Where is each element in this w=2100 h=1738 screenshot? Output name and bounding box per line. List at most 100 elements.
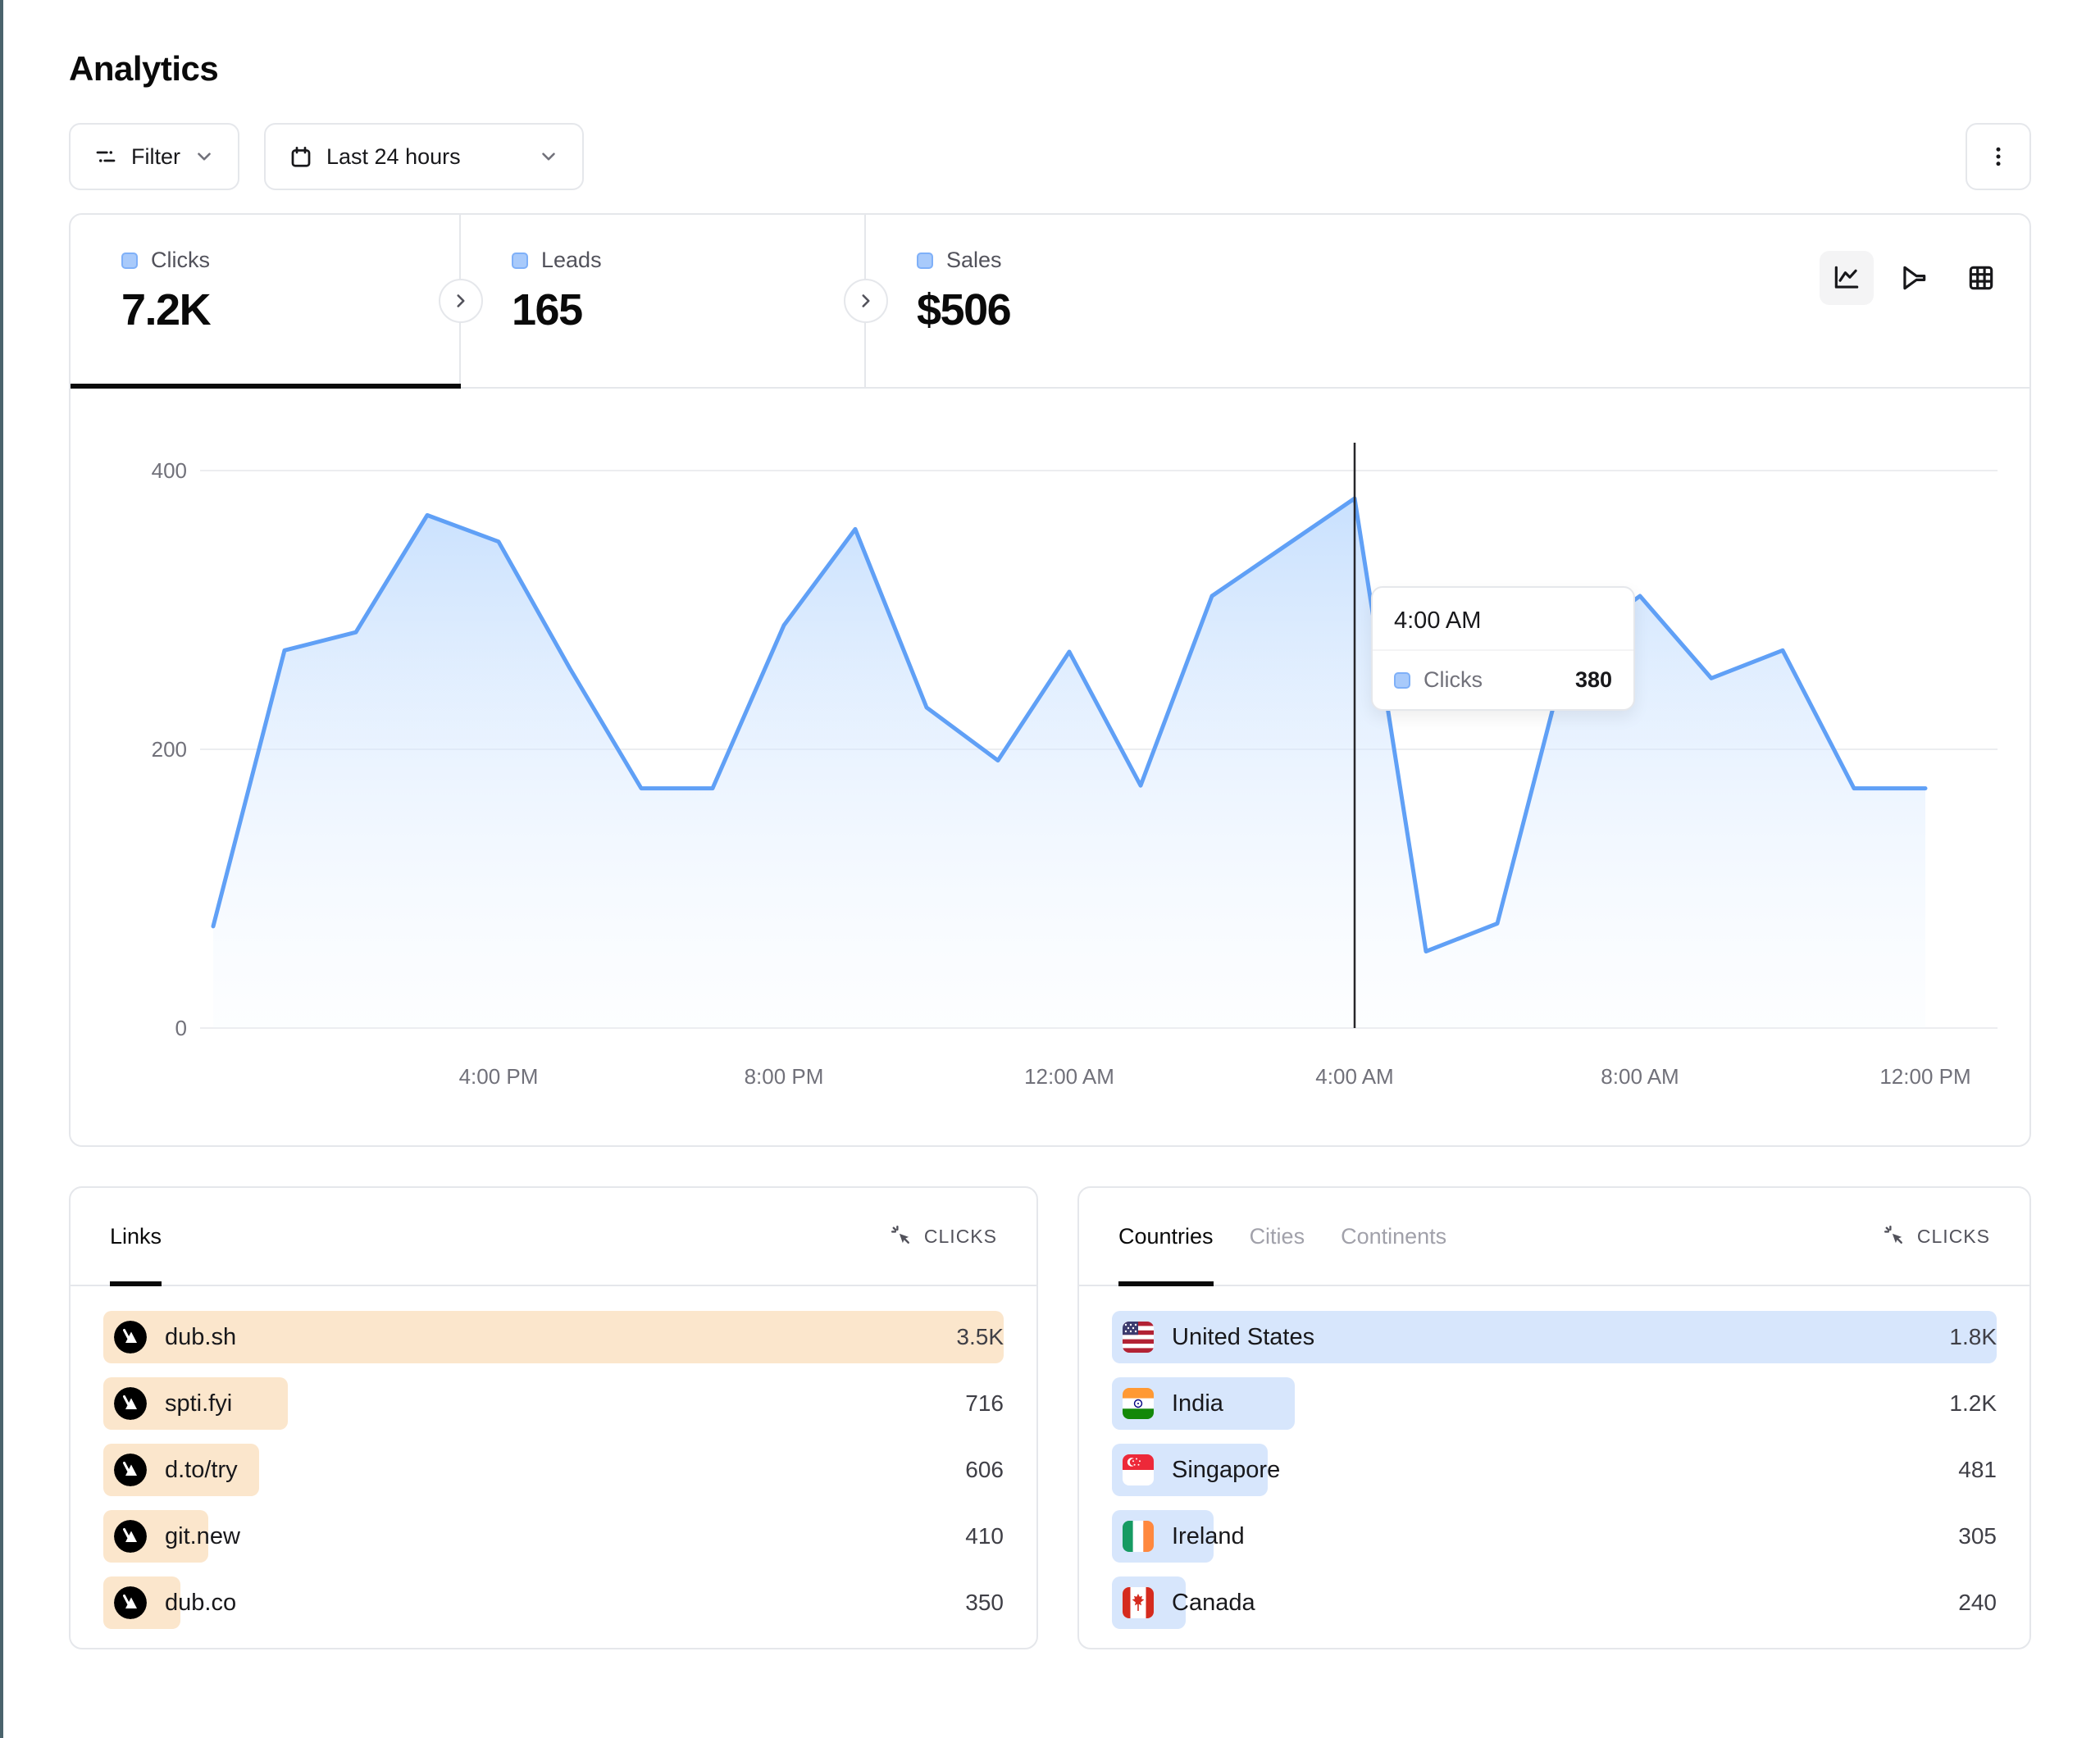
row-label: United States <box>1172 1323 1315 1350</box>
metric-value: $506 <box>917 285 1012 334</box>
row-label: India <box>1172 1390 1223 1417</box>
row-label: Singapore <box>1172 1456 1281 1483</box>
kebab-menu-icon <box>1986 144 2011 169</box>
chart-view-switcher <box>1820 251 2008 305</box>
tab-continents[interactable]: Continents <box>1341 1188 1446 1285</box>
sales-swatch-icon <box>917 252 933 269</box>
links-list: dub.sh 3.5K spti.fyi 716 d.to/try 606 git.new 4… <box>71 1286 1036 1629</box>
svg-text:0: 0 <box>175 1016 187 1040</box>
metric-label: Leads <box>541 248 602 272</box>
window-edge <box>0 0 3 1738</box>
tooltip-value: 380 <box>1574 667 1612 692</box>
countries-list: United States 1.8K India 1.2K Singapore 481 Ir… <box>1079 1286 2029 1629</box>
row-label: git.new <box>165 1522 240 1549</box>
clicks-swatch-icon <box>1394 671 1410 689</box>
metric-tabs: Clicks 7.2K Leads 165 Sales <box>71 215 2029 389</box>
row-value: 3.5K <box>956 1324 1004 1349</box>
us-flag-icon <box>1123 1322 1154 1353</box>
list-item[interactable]: India 1.2K <box>1112 1377 1997 1430</box>
row-value: 305 <box>1958 1523 1997 1549</box>
expand-leads-button[interactable] <box>844 279 888 323</box>
date-range-button[interactable]: Last 24 hours <box>264 123 584 190</box>
active-tab-indicator <box>71 384 461 389</box>
list-item[interactable]: git.new 410 <box>103 1510 1004 1563</box>
in-flag-icon <box>1123 1388 1154 1419</box>
chart-line <box>211 496 1928 953</box>
dub-logo-icon <box>114 1454 147 1486</box>
svg-text:400: 400 <box>152 458 187 483</box>
toolbar: Filter Last 24 hours <box>69 123 2031 190</box>
chevron-right-icon <box>862 294 870 307</box>
svg-text:12:00 AM: 12:00 AM <box>1024 1064 1114 1089</box>
metric-label: Clicks <box>151 248 210 272</box>
clicks-swatch-icon <box>121 252 138 269</box>
funnel-icon <box>1903 266 1926 290</box>
line-chart-view-button[interactable] <box>1820 251 1874 305</box>
dub-logo-icon <box>114 1586 147 1619</box>
row-value: 481 <box>1958 1457 1997 1482</box>
row-label: dub.sh <box>165 1323 237 1350</box>
tab-countries[interactable]: Countries <box>1118 1188 1214 1286</box>
row-value: 410 <box>965 1523 1004 1549</box>
list-item[interactable]: Ireland 305 <box>1112 1510 1997 1563</box>
metric-header-label: CLICKS <box>923 1225 997 1247</box>
list-item[interactable]: Singapore 481 <box>1112 1444 1997 1496</box>
expand-clicks-button[interactable] <box>439 279 483 323</box>
tab-sales[interactable]: Sales $506 <box>866 215 2029 387</box>
chart-tooltip: 4:00 AM Clicks 380 <box>1371 586 1635 711</box>
tooltip-time: 4:00 AM <box>1373 588 1633 651</box>
list-item[interactable]: dub.sh 3.5K <box>103 1311 1004 1363</box>
row-value: 240 <box>1958 1590 1997 1615</box>
links-metric-header[interactable]: CLICKS <box>890 1224 997 1249</box>
row-label: dub.co <box>165 1589 237 1616</box>
dub-logo-icon <box>114 1387 147 1420</box>
filter-label: Filter <box>131 143 180 169</box>
svg-text:4:00 AM: 4:00 AM <box>1315 1064 1393 1089</box>
tab-cities[interactable]: Cities <box>1250 1188 1305 1285</box>
tab-label: Links <box>110 1223 162 1249</box>
clicks-timeseries-chart[interactable]: 0 200 400 4:00 PM 8:00 PM 12:00 AM 4:00 AM 8:0… <box>71 389 2029 1147</box>
svg-text:8:00 PM: 8:00 PM <box>745 1064 824 1089</box>
links-panel: Links CLICKS dub.sh 3.5K spti.fyi 716 d.to/t… <box>69 1186 1038 1649</box>
row-value: 1.8K <box>1949 1324 1997 1349</box>
row-value: 350 <box>965 1590 1004 1615</box>
calendar-icon <box>289 144 313 169</box>
chart-canvas: 0 200 400 4:00 PM 8:00 PM 12:00 AM 4:00 AM 8:0… <box>152 443 1998 1089</box>
svg-text:4:00 PM: 4:00 PM <box>459 1064 539 1089</box>
grid-icon <box>1969 266 1993 290</box>
filter-icon <box>93 144 118 169</box>
tab-label: Countries <box>1118 1223 1214 1249</box>
metric-header-label: CLICKS <box>1916 1225 1990 1247</box>
filter-button[interactable]: Filter <box>69 123 239 190</box>
list-item[interactable]: United States 1.8K <box>1112 1311 1997 1363</box>
more-options-button[interactable] <box>1966 123 2031 190</box>
list-item[interactable]: d.to/try 606 <box>103 1444 1004 1496</box>
svg-text:200: 200 <box>152 737 187 762</box>
chevron-down-icon <box>194 146 215 167</box>
line-chart-icon <box>1834 266 1859 289</box>
list-item[interactable]: Canada 240 <box>1112 1576 1997 1629</box>
list-item[interactable]: spti.fyi 716 <box>103 1377 1004 1430</box>
countries-panel: Countries Cities Continents <box>1077 1186 2031 1649</box>
metric-value: 7.2K <box>121 285 212 334</box>
cursor-click-icon <box>1884 1225 1902 1244</box>
row-label: Ireland <box>1172 1522 1245 1549</box>
cursor-click-icon <box>891 1225 909 1244</box>
chart-area-fill <box>213 498 1925 1028</box>
row-value-bar <box>103 1311 1004 1363</box>
table-view-button[interactable] <box>1954 251 2008 305</box>
tab-links[interactable]: Links <box>110 1188 162 1286</box>
list-item[interactable]: dub.co 350 <box>103 1576 1004 1629</box>
dub-logo-icon <box>114 1321 147 1354</box>
tab-clicks[interactable]: Clicks 7.2K <box>71 215 461 387</box>
tooltip-series-label: Clicks <box>1424 667 1483 692</box>
funnel-view-button[interactable] <box>1887 251 1941 305</box>
sg-flag-icon <box>1123 1454 1154 1485</box>
tab-label: Continents <box>1341 1223 1447 1249</box>
svg-text:12:00 PM: 12:00 PM <box>1879 1064 1970 1089</box>
tab-leads[interactable]: Leads 165 <box>461 215 866 387</box>
countries-metric-header[interactable]: CLICKS <box>1883 1224 1990 1249</box>
row-value: 1.2K <box>1949 1390 1997 1416</box>
row-label: d.to/try <box>165 1456 238 1483</box>
